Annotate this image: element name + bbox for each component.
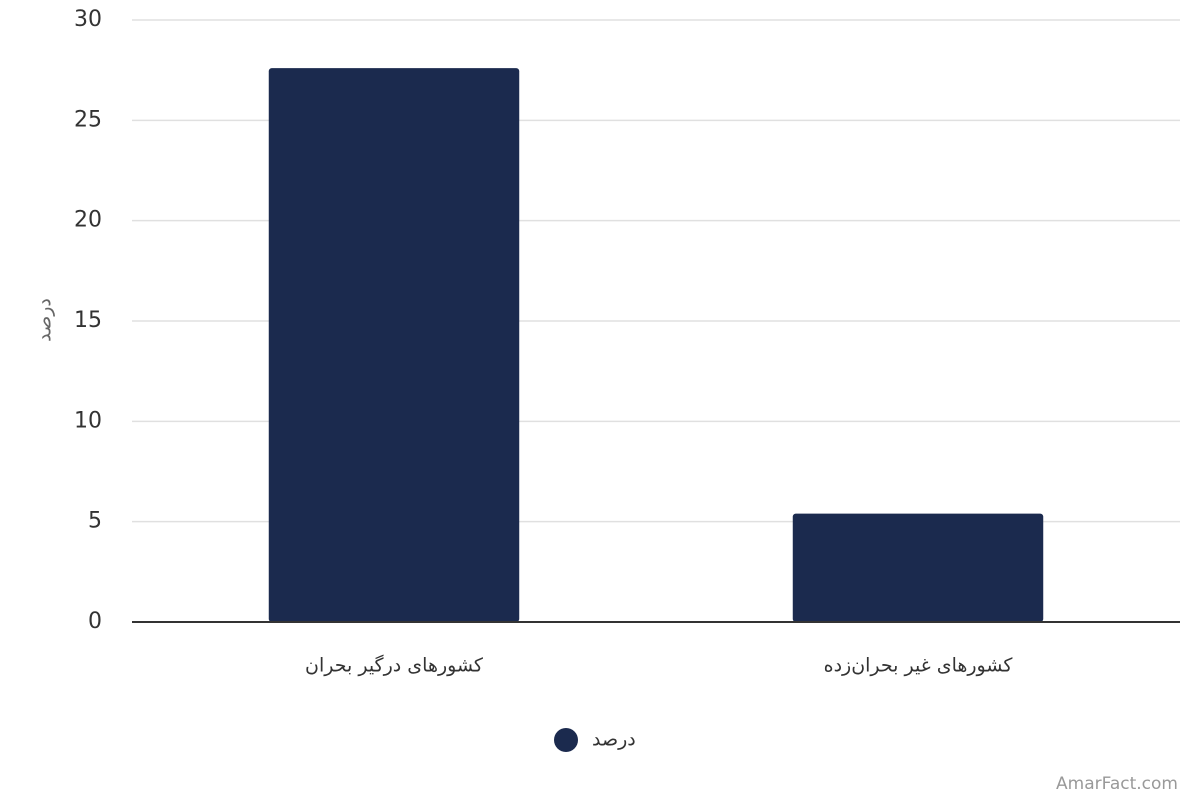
y-tick-label: 5 xyxy=(88,509,102,534)
bar xyxy=(792,513,1044,622)
y-tick-label: 25 xyxy=(74,107,102,132)
x-tick-label: کشورهای غیر بحران‌زده xyxy=(824,655,1014,677)
y-tick-label: 15 xyxy=(74,308,102,333)
y-tick-label: 20 xyxy=(74,208,102,233)
watermark: AmarFact.com xyxy=(1056,774,1178,794)
y-tick-label: 10 xyxy=(74,408,102,433)
x-tick-label: کشورهای درگیر بحران xyxy=(305,654,484,677)
bar xyxy=(268,68,520,622)
y-tick-label: 30 xyxy=(74,7,102,32)
legend-marker xyxy=(554,728,578,752)
legend-label: درصد xyxy=(592,729,636,751)
y-tick-label: 0 xyxy=(88,609,102,634)
y-axis-label: درصد xyxy=(34,298,56,342)
